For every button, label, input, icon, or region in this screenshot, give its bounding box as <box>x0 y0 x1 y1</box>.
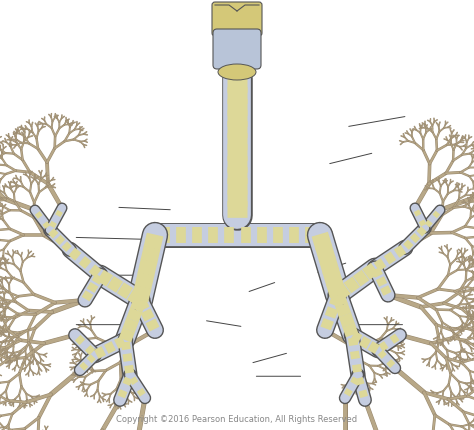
FancyBboxPatch shape <box>212 2 262 36</box>
Text: Copyright ©2016 Pearson Education, All Rights Reserved: Copyright ©2016 Pearson Education, All R… <box>117 415 357 424</box>
Ellipse shape <box>218 64 256 80</box>
FancyBboxPatch shape <box>213 29 261 69</box>
